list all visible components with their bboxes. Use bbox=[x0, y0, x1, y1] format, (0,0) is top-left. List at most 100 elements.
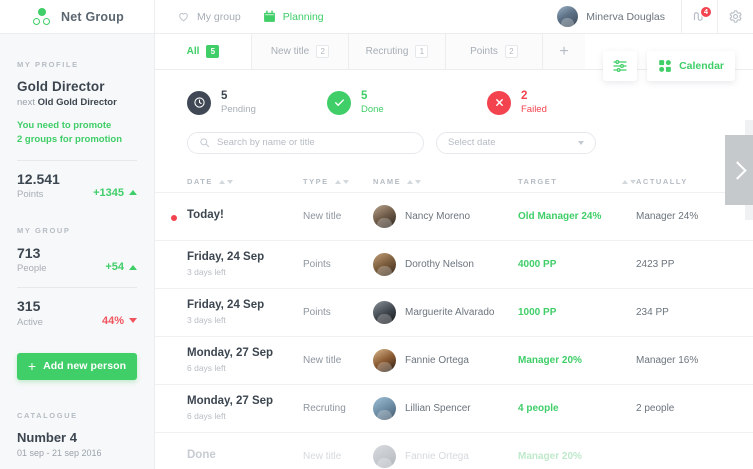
divider bbox=[681, 0, 682, 34]
sidebar: Net Group MY PROFILE Gold Director next … bbox=[0, 0, 155, 469]
nav-label-planning: Planning bbox=[282, 10, 324, 23]
status-pending[interactable]: 5 Pending bbox=[187, 90, 327, 116]
check-icon bbox=[327, 90, 351, 115]
date-value: Today! bbox=[187, 209, 224, 222]
avatar bbox=[373, 348, 396, 372]
name-value: Lillian Spencer bbox=[405, 402, 471, 414]
tab-count: 2 bbox=[316, 45, 330, 58]
cell-target: 4000 PP bbox=[518, 258, 557, 270]
promotion-notice: You need to promote 2 groups for promoti… bbox=[17, 119, 137, 147]
avatar bbox=[373, 396, 396, 420]
cell-date: Done bbox=[187, 449, 303, 463]
points-value: 12.541 bbox=[17, 170, 60, 187]
cell-target: Old Manager 24% bbox=[518, 210, 602, 222]
date-subtext: 6 days left bbox=[187, 363, 226, 373]
avatar bbox=[373, 444, 396, 468]
cell-actually: 2423 PP bbox=[636, 258, 675, 270]
cell-name: Marguerite Alvarado bbox=[373, 300, 518, 324]
cell-type: Recruting bbox=[303, 402, 346, 414]
main-area: My group Planning Minerva Douglas bbox=[155, 0, 753, 469]
settings-button[interactable] bbox=[718, 0, 753, 34]
divider bbox=[17, 159, 137, 161]
sort-toggle[interactable] bbox=[218, 179, 233, 184]
heart-icon bbox=[179, 12, 188, 22]
column-header-type[interactable]: TYPE bbox=[303, 177, 373, 186]
divider bbox=[17, 287, 137, 289]
avatar bbox=[373, 300, 396, 324]
next-rank-value: Old Gold Director bbox=[37, 97, 117, 108]
pending-count: 5 bbox=[221, 90, 228, 102]
calendar-view-button[interactable]: Calendar bbox=[647, 51, 735, 81]
active-stat: 315 Active 44% bbox=[17, 298, 137, 328]
tab-recruting[interactable]: Recruting 1 bbox=[349, 34, 446, 69]
people-label: People bbox=[17, 263, 47, 275]
cell-actually: 2 people bbox=[636, 402, 675, 414]
column-header-date[interactable]: DATE bbox=[187, 177, 303, 186]
tab-label: Points bbox=[470, 46, 498, 57]
app-logo[interactable]: Net Group bbox=[0, 0, 154, 34]
catalogue-time-left: 6 day left to end bbox=[17, 468, 137, 469]
active-delta-value: 44% bbox=[101, 314, 124, 327]
sort-toggle[interactable] bbox=[622, 179, 636, 184]
search-input[interactable] bbox=[217, 137, 412, 149]
tab-label: All bbox=[186, 46, 200, 57]
points-stat: 12.541 Points +1345 bbox=[17, 170, 137, 200]
status-summary: 5 Pending 5 Done bbox=[155, 70, 753, 116]
cell-target: 4 people bbox=[518, 402, 559, 414]
trend-up-icon bbox=[129, 264, 137, 270]
date-subtext: 3 days left bbox=[187, 315, 226, 325]
toolbar-actions: Calendar bbox=[603, 51, 735, 81]
tab-new-title[interactable]: New title 2 bbox=[252, 34, 349, 69]
table-row[interactable]: Friday, 24 Sep 3 days left Points Margue… bbox=[155, 287, 753, 336]
expand-panel-handle[interactable] bbox=[725, 135, 753, 205]
cell-date: Today! bbox=[187, 209, 303, 223]
table-row[interactable]: Friday, 24 Sep 3 days left Points Doroth… bbox=[155, 239, 753, 288]
next-rank-line: next Old Gold Director bbox=[17, 97, 137, 108]
cell-date: Friday, 24 Sep 3 days left bbox=[187, 251, 303, 277]
nav-item-my-group[interactable]: My group bbox=[155, 10, 241, 23]
sort-toggle[interactable] bbox=[407, 179, 422, 184]
table-row[interactable]: Monday, 27 Sep 6 days left Recruting Lil… bbox=[155, 383, 753, 432]
column-label: TYPE bbox=[303, 177, 329, 187]
next-prefix: next bbox=[17, 97, 35, 108]
table-row[interactable]: Today! New title Nancy Moreno Old Manage… bbox=[155, 191, 753, 240]
trend-up-icon bbox=[129, 190, 137, 196]
user-menu[interactable]: Minerva Douglas bbox=[557, 6, 681, 27]
filter-button[interactable] bbox=[603, 51, 638, 81]
table-row[interactable]: Monday, 27 Sep 6 days left New title Fan… bbox=[155, 335, 753, 384]
search-field[interactable] bbox=[187, 131, 424, 154]
grid-icon bbox=[659, 60, 671, 72]
notifications-button[interactable]: 4 bbox=[682, 0, 717, 34]
table-row[interactable]: Done New title Fannie Ortega Manager 20% bbox=[155, 431, 753, 469]
cell-name: Fannie Ortega bbox=[373, 444, 518, 468]
tab-label: New title bbox=[270, 46, 310, 57]
add-new-person-button[interactable]: + Add new person bbox=[17, 352, 137, 380]
cell-actually: Manager 24% bbox=[636, 210, 699, 222]
filters-row: Select date bbox=[155, 116, 753, 154]
points-delta-value: +1345 bbox=[93, 186, 124, 199]
nav-item-planning[interactable]: Planning bbox=[241, 10, 324, 23]
name-value: Marguerite Alvarado bbox=[405, 306, 495, 318]
add-tab-button[interactable]: + bbox=[543, 34, 585, 69]
tab-points[interactable]: Points 2 bbox=[446, 34, 543, 69]
tab-all[interactable]: All 5 bbox=[155, 34, 252, 69]
add-new-person-label: Add new person bbox=[43, 360, 127, 373]
net-group-logo-icon bbox=[30, 7, 54, 27]
date-subtext: 3 days left bbox=[187, 267, 226, 277]
cell-date: Friday, 24 Sep 3 days left bbox=[187, 299, 303, 325]
date-select[interactable]: Select date bbox=[436, 131, 596, 154]
gear-icon bbox=[729, 10, 742, 23]
catalogue-dates: 01 sep - 21 sep 2016 bbox=[17, 447, 102, 458]
failed-count: 2 bbox=[521, 90, 528, 102]
pending-label: Pending bbox=[221, 104, 256, 116]
sort-toggle[interactable] bbox=[334, 179, 349, 184]
notification-badge: 4 bbox=[699, 5, 712, 18]
column-header-name[interactable]: NAME bbox=[373, 177, 518, 186]
cell-name: Lillian Spencer bbox=[373, 396, 518, 420]
status-failed[interactable]: 2 Failed bbox=[487, 90, 547, 116]
column-header-actually: ACTUALLY bbox=[636, 177, 746, 186]
status-done[interactable]: 5 Done bbox=[327, 90, 487, 116]
trend-down-icon bbox=[129, 318, 137, 324]
activity-pulse-icon bbox=[693, 12, 703, 21]
column-header-target[interactable]: TARGET bbox=[518, 177, 636, 186]
